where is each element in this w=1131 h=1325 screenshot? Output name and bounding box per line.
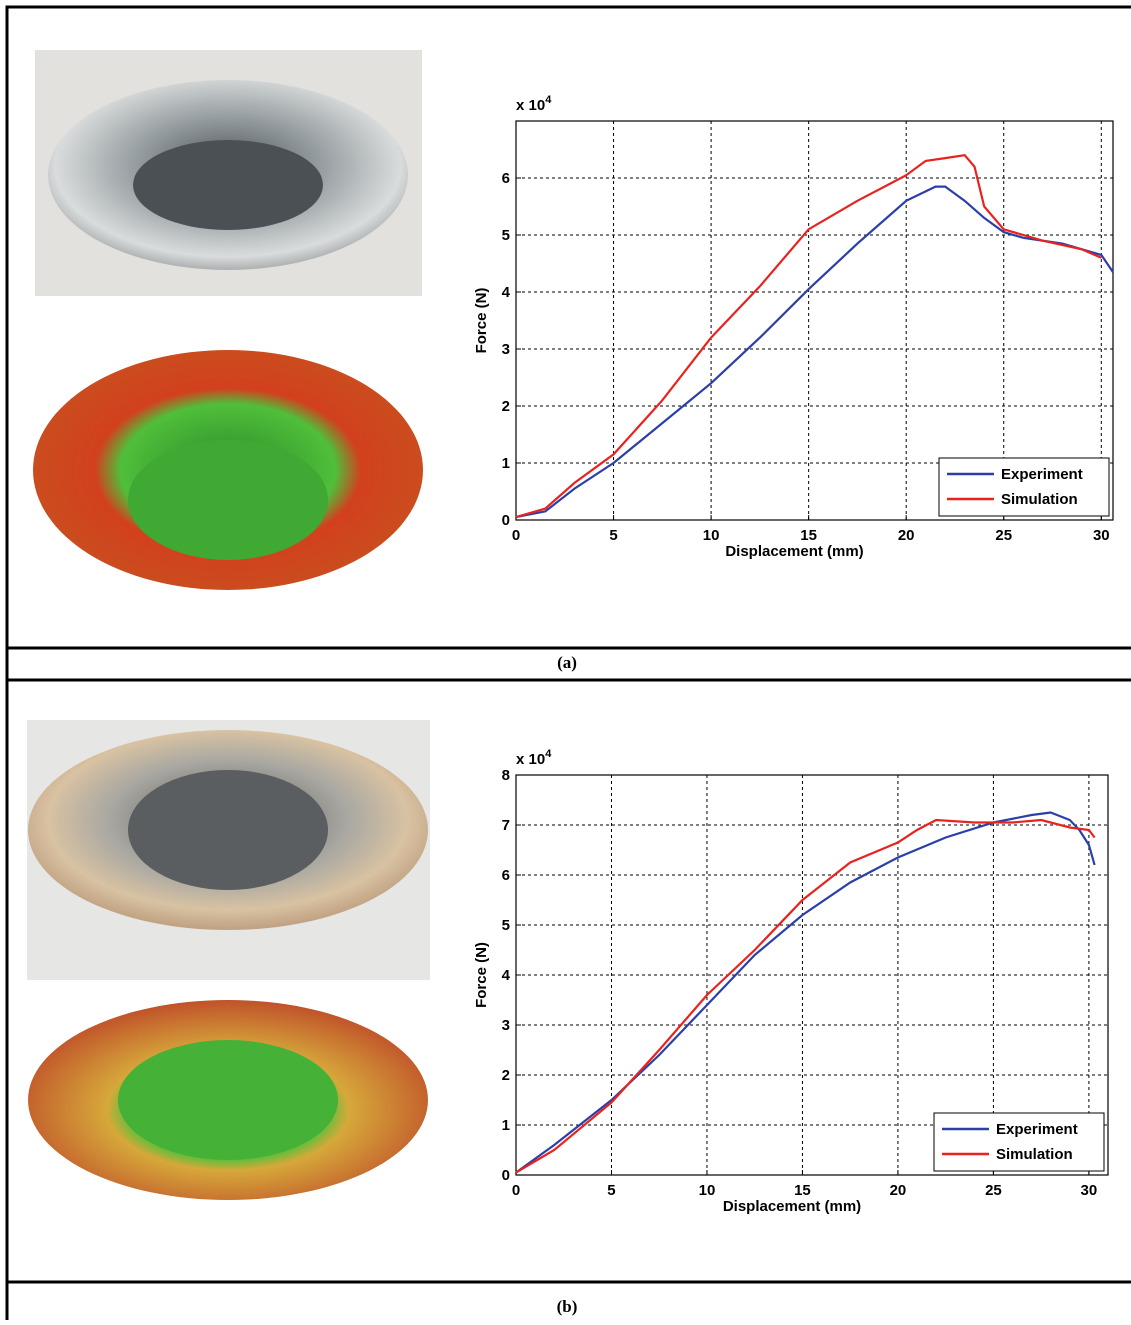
x-tick-label: 10 <box>703 527 720 544</box>
y-multiplier-base: x 10 <box>516 97 545 114</box>
y-tick-label: 5 <box>502 227 510 244</box>
y-tick-label: 8 <box>502 767 510 784</box>
y-multiplier: x 104 <box>516 94 552 114</box>
y-axis-label: Force (N) <box>473 288 490 354</box>
legend-label: Experiment <box>996 1121 1078 1138</box>
y-tick-label: 0 <box>502 1167 510 1184</box>
x-tick-label: 30 <box>1081 1182 1098 1199</box>
x-axis-label: Displacement (mm) <box>723 1198 861 1215</box>
y-multiplier-base: x 10 <box>516 751 545 768</box>
x-tick-label: 30 <box>1093 527 1110 544</box>
y-tick-label: 3 <box>502 341 510 358</box>
y-tick-label: 2 <box>502 398 510 415</box>
photo-a <box>35 50 422 296</box>
y-tick-label: 5 <box>502 917 510 934</box>
fem-b <box>28 1000 428 1200</box>
x-axis-label: Displacement (mm) <box>725 543 863 560</box>
fem-a <box>33 350 423 590</box>
x-tick-label: 20 <box>898 527 915 544</box>
legend-label: Simulation <box>1001 491 1078 508</box>
x-tick-label: 25 <box>995 527 1012 544</box>
y-tick-label: 6 <box>502 170 510 187</box>
x-tick-label: 5 <box>609 527 617 544</box>
y-tick-label: 4 <box>502 284 511 301</box>
y-multiplier-exp: 4 <box>545 94 552 106</box>
legend-label: Simulation <box>996 1146 1073 1163</box>
x-tick-label: 25 <box>985 1182 1002 1199</box>
y-multiplier-exp: 4 <box>545 748 552 760</box>
x-tick-label: 0 <box>512 527 520 544</box>
y-axis-label: Force (N) <box>473 942 490 1008</box>
x-tick-label: 20 <box>890 1182 907 1199</box>
photo-b <box>27 720 430 980</box>
figure: 0510152025300123456x 104Displacement (mm… <box>0 0 1131 1320</box>
y-multiplier: x 104 <box>516 748 552 768</box>
x-tick-label: 5 <box>607 1182 615 1199</box>
caption: (a) <box>557 653 577 672</box>
y-tick-label: 1 <box>502 1117 510 1134</box>
x-tick-label: 15 <box>800 527 817 544</box>
y-tick-label: 3 <box>502 1017 510 1034</box>
y-tick-label: 7 <box>502 817 510 834</box>
caption: (b) <box>557 1297 578 1316</box>
y-tick-label: 2 <box>502 1067 510 1084</box>
y-tick-label: 0 <box>502 512 510 529</box>
x-tick-label: 10 <box>699 1182 716 1199</box>
x-tick-label: 15 <box>794 1182 811 1199</box>
x-tick-label: 0 <box>512 1182 520 1199</box>
y-tick-label: 6 <box>502 867 510 884</box>
y-tick-label: 1 <box>502 455 510 472</box>
legend-label: Experiment <box>1001 466 1083 483</box>
y-tick-label: 4 <box>502 967 511 984</box>
